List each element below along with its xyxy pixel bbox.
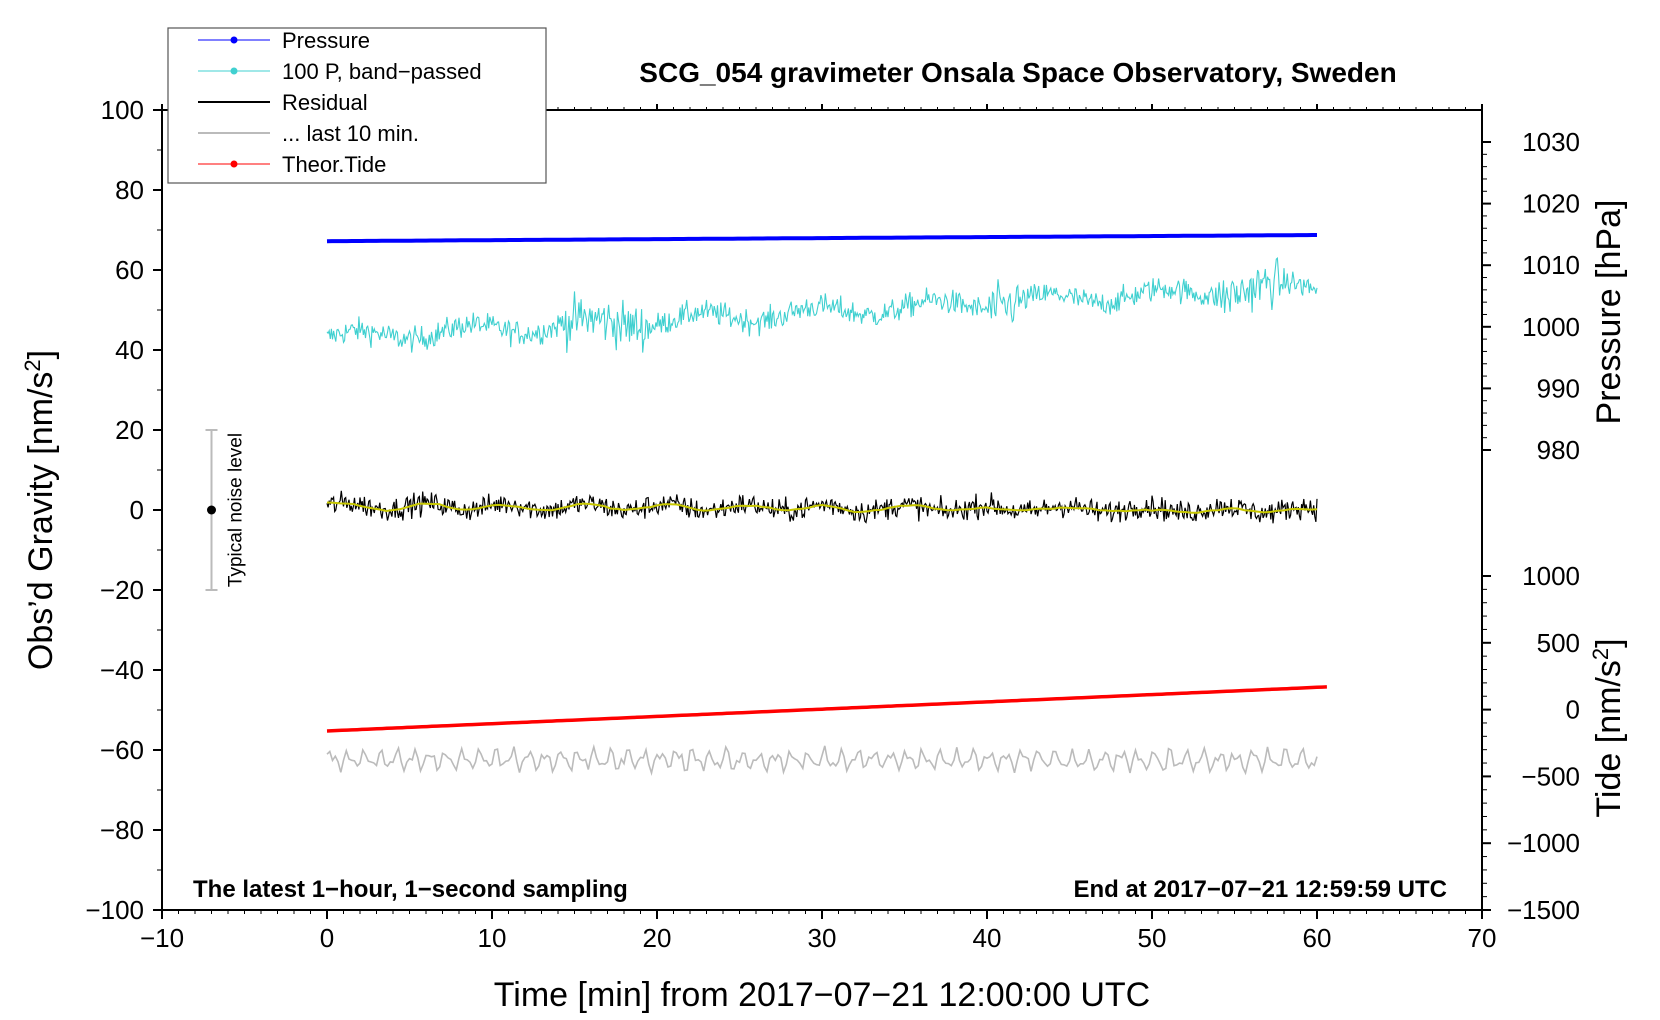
tide-tick-label: 1000 <box>1522 561 1580 591</box>
series-residual-line <box>326 490 1318 524</box>
x-tick-label: 20 <box>643 923 672 953</box>
series-tide-line <box>326 685 1327 733</box>
pressure-tick-label: 1000 <box>1522 312 1580 342</box>
noise-bar-label: Typical noise level <box>226 433 247 587</box>
pressure-tick-label: 990 <box>1537 373 1580 403</box>
legend-item-residual: Residual <box>198 90 368 115</box>
y-tick-label: 20 <box>115 415 144 445</box>
series-bandpassed-line <box>326 257 1318 353</box>
svg-text:... last 10 min.: ... last 10 min. <box>282 121 419 146</box>
noise-bar: Typical noise level <box>205 429 247 591</box>
tide-tick-label: −1000 <box>1507 828 1580 858</box>
y-tick-label: 80 <box>115 175 144 205</box>
x-tick-label: 0 <box>320 923 334 953</box>
y-axis-label-tide-sup: 2 <box>1588 648 1613 660</box>
y-tick-label: 60 <box>115 255 144 285</box>
y-axis-label-tide: Tide [nm/s2] <box>1588 638 1628 817</box>
axes-layer: −10 0 10 20 30 40 50 60 70100806040200−20−40−60−… <box>85 95 1580 953</box>
y-tick-label: −20 <box>100 575 144 605</box>
y-axis-label-tide-close: ] <box>1590 638 1628 647</box>
y-axis-label-tide-text: Tide [nm/s <box>1590 660 1628 817</box>
legend-item-last10: ... last 10 min. <box>198 121 419 146</box>
x-tick-label: 10 <box>478 923 507 953</box>
y-tick-label: −100 <box>85 895 144 925</box>
y-tick-label: 40 <box>115 335 144 365</box>
y-axis-label-gravity-sup: 2 <box>20 359 45 371</box>
pressure-tick-label: 1010 <box>1522 250 1580 280</box>
legend-item-bandpassed: 100 P, band−passed <box>198 59 482 84</box>
y-tick-label: −80 <box>100 815 144 845</box>
pressure-tick-label: 1020 <box>1522 189 1580 219</box>
annotation-end-time: End at 2017−07−21 12:59:59 UTC <box>1073 876 1447 903</box>
legend-item-pressure: Pressure <box>198 28 370 53</box>
y-tick-label: 0 <box>130 495 144 525</box>
y-tick-label: −40 <box>100 655 144 685</box>
y-axis-label-gravity: Obs’d Gravity [nm/s2] <box>20 350 60 670</box>
series-residual-smoothed-line <box>326 501 1318 514</box>
annotation-sampling: The latest 1−hour, 1−second sampling <box>193 876 628 903</box>
x-tick-label: 60 <box>1303 923 1332 953</box>
y-axis-label-gravity-close: ] <box>22 350 60 359</box>
chart-title: SCG_054 gravimeter Onsala Space Observat… <box>639 57 1396 88</box>
svg-text:Residual: Residual <box>282 90 368 115</box>
tide-tick-label: 0 <box>1566 695 1580 725</box>
x-tick-label: 70 <box>1468 923 1497 953</box>
x-axis-label: Time [min] from 2017−07−21 12:00:00 UTC <box>494 976 1150 1014</box>
pressure-tick-label: 980 <box>1537 435 1580 465</box>
svg-text:100 P, band−passed: 100 P, band−passed <box>282 59 482 84</box>
legend-item-tide: Theor.Tide <box>198 152 386 177</box>
svg-text:Pressure: Pressure <box>282 28 370 53</box>
svg-text:Theor.Tide: Theor.Tide <box>282 152 386 177</box>
x-tick-label: 30 <box>808 923 837 953</box>
pressure-tick-label: 1030 <box>1522 127 1580 157</box>
tide-tick-label: 500 <box>1537 628 1580 658</box>
y-tick-label: 100 <box>101 95 144 125</box>
y-axis-label-gravity-text: Obs’d Gravity [nm/s <box>22 372 60 671</box>
noise-bar-center-dot <box>207 505 216 515</box>
x-tick-label: 40 <box>973 923 1002 953</box>
y-axis-label-pressure: Pressure [hPa] <box>1590 200 1628 425</box>
series-last10min-line <box>326 743 1318 776</box>
series-layer <box>326 233 1327 776</box>
series-pressure-line <box>326 233 1317 244</box>
x-tick-label: −10 <box>140 923 184 953</box>
y-tick-label: −60 <box>100 735 144 765</box>
legend: Pressure 100 P, band−passed Residual ...… <box>167 27 547 184</box>
legend-box <box>167 27 547 184</box>
x-tick-label: 50 <box>1138 923 1167 953</box>
tide-tick-label: −1500 <box>1507 895 1580 925</box>
tide-tick-label: −500 <box>1521 761 1580 791</box>
